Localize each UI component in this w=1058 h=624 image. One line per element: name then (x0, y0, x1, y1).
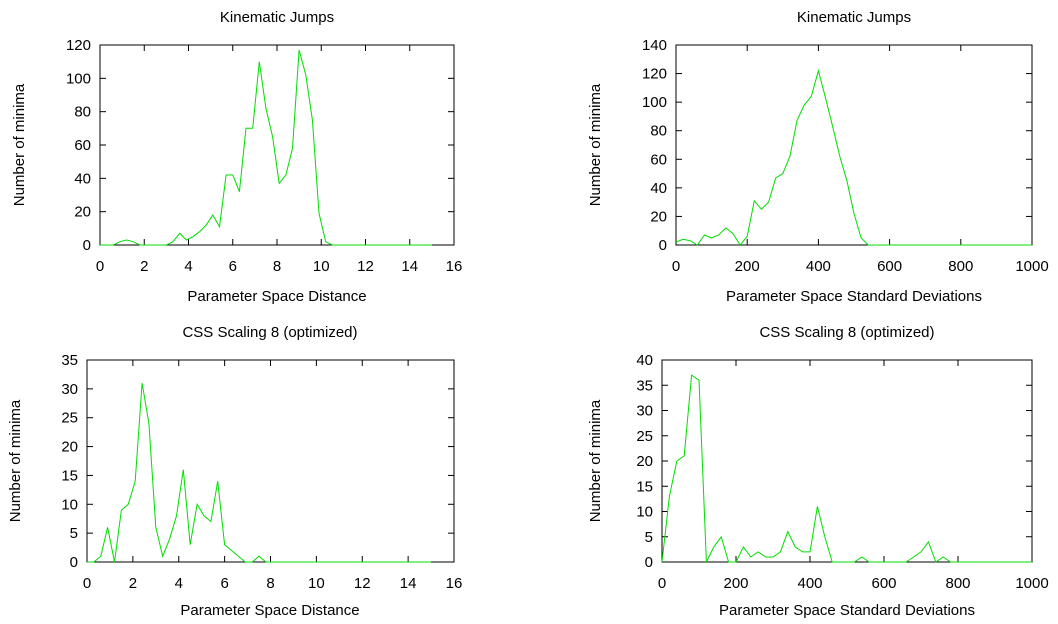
chart-4-xtick-label: 0 (658, 575, 666, 592)
chart-1-ytick-label: 100 (66, 70, 91, 87)
chart-1-xtick-label: 2 (140, 258, 148, 275)
chart-3-ytick-label: 15 (61, 467, 78, 484)
chart-3-xtick-label: 8 (266, 575, 274, 592)
chart-1-plot-frame (99, 44, 455, 246)
chart-3-ytick-label: 10 (61, 496, 78, 513)
chart-3-ytick-label: 5 (70, 525, 78, 542)
chart-1-xtick-label: 6 (229, 258, 237, 275)
chart-4-ytick-label: 10 (636, 504, 653, 521)
chart-2-title: Kinematic Jumps (797, 9, 911, 26)
chart-4-plot-frame (661, 359, 1033, 563)
chart-4-xtick-label: 1000 (1015, 575, 1048, 592)
chart-2-xtick-label: 600 (877, 258, 902, 275)
chart-1-xtick-label: 16 (446, 258, 463, 275)
chart-1-y-axis-label: Number of minima (11, 83, 28, 206)
chart-3-ytick-label: 30 (61, 381, 78, 398)
chart-4-xtick-label: 800 (945, 575, 970, 592)
chart-3: CSS Scaling 8 (optimized) 0 2 4 6 8 10 12 14 16 0 5… (7, 324, 462, 619)
chart-3-ytick-label: 20 (61, 439, 78, 456)
chart-2-ytick-label: 80 (650, 123, 667, 140)
chart-3-title: CSS Scaling 8 (optimized) (182, 324, 357, 341)
chart-2-xtick-label: 0 (672, 258, 680, 275)
chart-4-x-axis-label: Parameter Space Standard Deviations (719, 602, 975, 619)
chart-3-ytick-label: 0 (70, 554, 78, 571)
chart-3-xtick-label: 10 (308, 575, 325, 592)
chart-4-title: CSS Scaling 8 (optimized) (759, 324, 934, 341)
chart-2-xtick-label: 1000 (1015, 258, 1048, 275)
chart-2-ytick-label: 100 (642, 94, 667, 111)
chart-1-ytick-label: 0 (83, 237, 91, 254)
chart-1-series-1-line (100, 49, 432, 246)
chart-4: CSS Scaling 8 (optimized)0 200 400 600 800 10… (587, 324, 1049, 619)
chart-4-ytick-label: 40 (636, 352, 653, 369)
chart-1-ytick-label: 120 (66, 37, 91, 54)
chart-1-xtick-label: 0 (96, 258, 104, 275)
chart-2-xtick-label: 400 (806, 258, 831, 275)
chart-3-xtick-label: 4 (175, 575, 183, 592)
chart-3-xtick-label: 14 (400, 575, 417, 592)
chart-3-xtick-label: 12 (354, 575, 371, 592)
chart-4-ytick-label: 5 (645, 529, 653, 546)
chart-2-ytick-label: 40 (650, 180, 667, 197)
chart-1-xtick-label: 12 (357, 258, 374, 275)
chart-1-xtick-label: 14 (401, 258, 418, 275)
chart-4-ytick-label: 0 (645, 554, 653, 571)
chart-1-xtick-label: 10 (313, 258, 330, 275)
chart-2-xtick-label: 800 (948, 258, 973, 275)
chart-1-ytick-label: 20 (74, 204, 91, 221)
chart-2-ytick-label: 20 (650, 208, 667, 225)
chart-3-x-axis-label: Parameter Space Distance (180, 602, 359, 619)
chart-3-xtick-label: 6 (220, 575, 228, 592)
chart-2-ytick-label: 0 (659, 237, 667, 254)
chart-4-y-axis-label: Number of minima (587, 399, 604, 522)
chart-3-series-1-line (87, 383, 432, 563)
chart-2-series-1-line (675, 68, 1032, 246)
chart-4-xtick-label: 200 (723, 575, 748, 592)
chart-1-ytick-label: 80 (74, 104, 91, 121)
chart-2-plot-frame (675, 44, 1033, 246)
chart-3-ytick-label: 25 (61, 410, 78, 427)
chart-1-ytick-label: 40 (74, 170, 91, 187)
chart-1-xtick-label: 8 (273, 258, 281, 275)
chart-4-xtick-label: 600 (871, 575, 896, 592)
chart-1-xtick-label: 4 (184, 258, 192, 275)
chart-4-ytick-label: 25 (636, 428, 653, 445)
chart-4-series-1-line (661, 374, 1032, 563)
chart-2: Kinematic Jumps 0 200 400 600 800 1000 0 20 40 60 8… (587, 9, 1049, 305)
chart-3-xtick-label: 2 (129, 575, 137, 592)
chart-2-ytick-label: 140 (642, 37, 667, 54)
chart-4-ytick-label: 30 (636, 403, 653, 420)
chart-1: Kinematic Jumps 0 2 4 6 8 10 12 14 16 0 20 40 60 80 100… (11, 9, 462, 305)
chart-3-xtick-label: 16 (446, 575, 463, 592)
chart-2-ytick-label: 60 (650, 151, 667, 168)
chart-4-ytick-label: 20 (636, 453, 653, 470)
chart-2-ytick-label: 120 (642, 66, 667, 83)
chart-2-y-axis-label: Number of minima (587, 83, 604, 206)
chart-4-xtick-label: 400 (797, 575, 822, 592)
chart-3-xtick-label: 0 (83, 575, 91, 592)
chart-3-ytick-label: 35 (61, 352, 78, 369)
chart-4-ytick-label: 35 (636, 377, 653, 394)
chart-4-ytick-label: 15 (636, 478, 653, 495)
chart-1-ytick-label: 60 (74, 137, 91, 154)
chart-3-y-axis-label: Number of minima (7, 399, 24, 522)
chart-1-x-axis-label: Parameter Space Distance (187, 288, 366, 305)
chart-1-title: Kinematic Jumps (220, 9, 334, 26)
chart-2-xtick-label: 200 (735, 258, 760, 275)
chart-2-x-axis-label: Parameter Space Standard Deviations (726, 288, 982, 305)
